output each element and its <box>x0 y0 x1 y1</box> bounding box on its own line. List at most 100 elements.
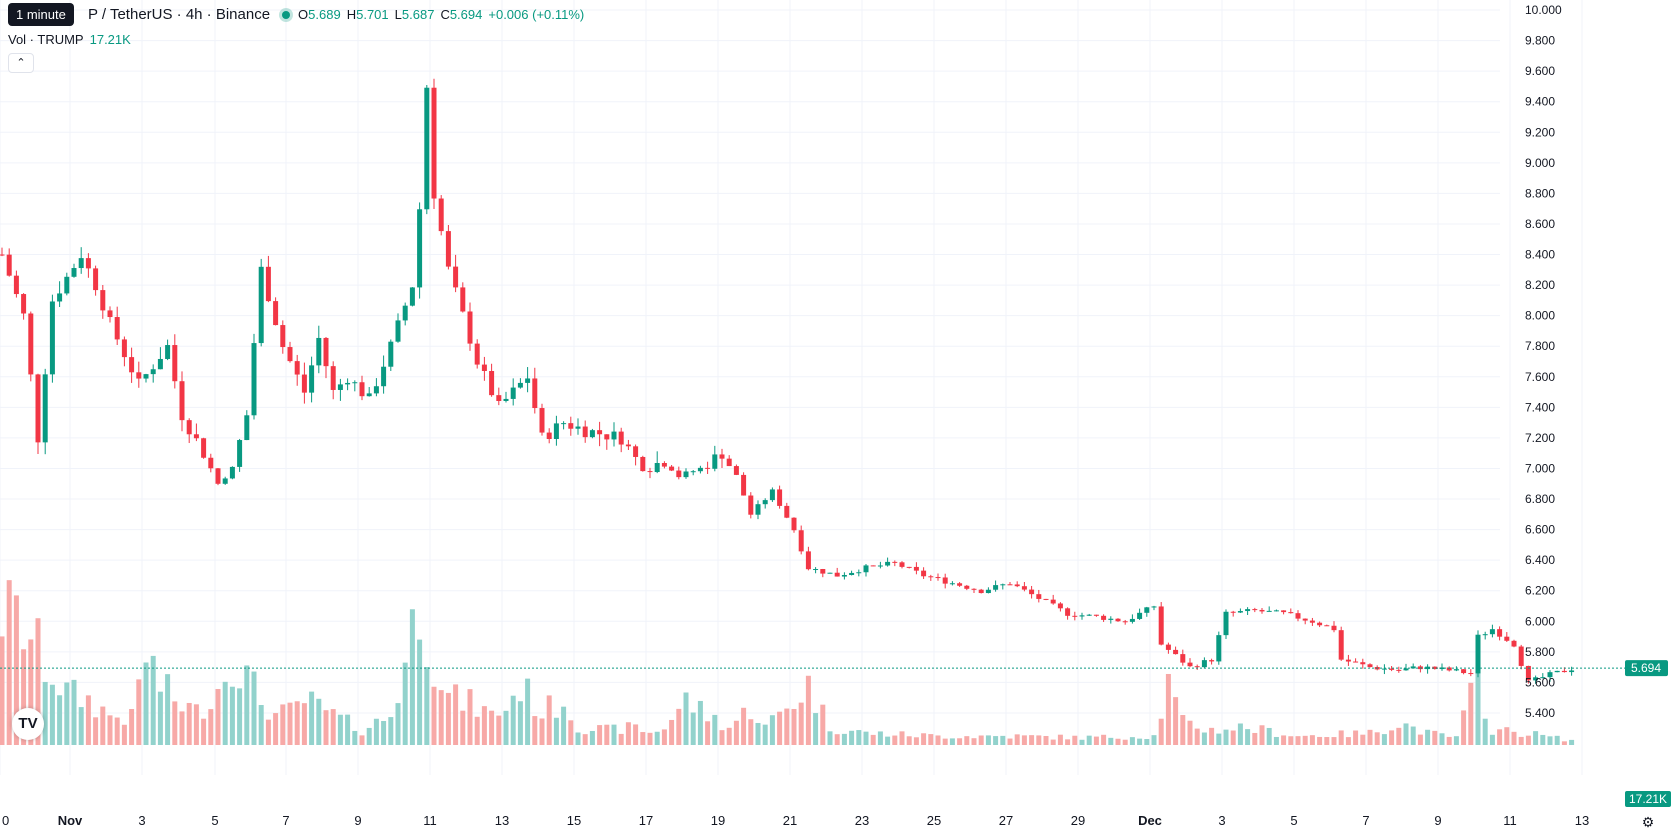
candle-body <box>1497 629 1503 637</box>
candlestick-series <box>0 78 1575 684</box>
price-tick-label: 5.600 <box>1525 675 1555 689</box>
volume-bar <box>316 698 322 745</box>
volume-bar <box>892 735 898 745</box>
last-price-text: 5.694 <box>1631 661 1661 675</box>
candle-body <box>0 254 5 256</box>
volume-bar <box>208 709 214 745</box>
volume-bar <box>1533 731 1539 745</box>
volume-bar <box>604 724 610 745</box>
candle-body <box>604 434 610 440</box>
candle-body <box>467 311 473 344</box>
volume-bar <box>395 703 401 745</box>
gear-icon[interactable]: ⚙ <box>1641 814 1655 830</box>
candle-body <box>481 364 487 372</box>
time-tick-label: 3 <box>1218 813 1225 828</box>
time-tick-label: 17 <box>639 813 653 828</box>
volume-bar <box>769 715 775 745</box>
volume-bar <box>1374 732 1380 745</box>
candle-body <box>539 408 545 433</box>
chevron-up-icon: ⌃ <box>16 57 26 69</box>
candle-body <box>229 466 235 479</box>
volume-bar <box>1432 730 1438 745</box>
volume-bar <box>21 649 27 745</box>
market-status-icon[interactable] <box>282 10 291 19</box>
volume-bar <box>575 732 581 745</box>
volume-bar <box>928 734 934 745</box>
volume-label: Vol · TRUMP <box>8 32 84 47</box>
candle-body <box>1014 584 1020 587</box>
candle-body <box>381 366 387 387</box>
time-tick-label: 11 <box>423 813 437 828</box>
volume-bar <box>1137 738 1143 745</box>
volume-bar <box>1353 730 1359 745</box>
candle-body <box>93 268 99 291</box>
volume-bar <box>1475 664 1481 745</box>
candle-body <box>676 470 682 478</box>
symbol-title[interactable]: P / TetherUS · 4h · Binance <box>88 6 271 23</box>
candle-body <box>294 361 300 375</box>
volume-bar <box>215 688 221 745</box>
volume-bar <box>1489 734 1495 745</box>
candle-body <box>755 504 761 515</box>
candle-body <box>1453 669 1459 671</box>
candle-body <box>1396 669 1402 671</box>
time-tick-label: 21 <box>783 813 797 828</box>
candle-body <box>1043 598 1049 600</box>
candle-body <box>633 446 639 457</box>
collapse-legend-button[interactable]: ⌃ <box>8 53 34 73</box>
volume-bar <box>1115 738 1121 745</box>
volume-bar <box>1403 723 1409 745</box>
volume-bar <box>1345 737 1351 745</box>
volume-bar <box>107 715 113 745</box>
candle-body <box>1273 610 1279 612</box>
price-tick-label: 6.000 <box>1525 614 1555 628</box>
volume-bar <box>510 695 516 745</box>
candle-body <box>1425 666 1431 670</box>
candle-body <box>424 87 430 210</box>
price-tick-label: 7.000 <box>1525 461 1555 475</box>
price-tick-label: 10.000 <box>1525 3 1562 17</box>
price-tick-label: 8.800 <box>1525 186 1555 200</box>
volume-bar <box>1245 729 1251 745</box>
volume-bar <box>834 734 840 745</box>
volume-bar <box>870 734 876 745</box>
candle-body <box>611 431 617 440</box>
time-axis: 0 Nov 3 5 7 9 11 13 15 17 19 21 23 25 27 29 Dec 3 5 7 9 11 13 <box>2 813 1589 828</box>
volume-value: 17.21K <box>89 32 131 47</box>
volume-bar <box>280 704 286 745</box>
tradingview-logo[interactable]: TV <box>12 708 44 740</box>
volume-bar <box>1468 682 1474 745</box>
candle-body <box>71 268 77 277</box>
price-tick-label: 9.600 <box>1525 64 1555 78</box>
price-tick-label: 9.400 <box>1525 95 1555 109</box>
candle-body <box>1115 618 1121 622</box>
volume-bar <box>1000 735 1006 745</box>
symbol-legend: P / TetherUS · 4h · Binance O5.689 H5.70… <box>0 6 584 23</box>
candle-body <box>301 374 307 393</box>
candle-body <box>1360 662 1366 665</box>
price-tick-label: 6.800 <box>1525 492 1555 506</box>
candle-body <box>553 423 559 439</box>
volume-legend[interactable]: Vol · TRUMP 17.21K <box>8 32 131 47</box>
candle-body <box>193 434 199 439</box>
candle-body <box>863 565 869 573</box>
volume-bar <box>1317 736 1323 745</box>
candle-body <box>993 585 999 590</box>
candle-body <box>935 577 941 579</box>
candle-body <box>280 325 286 348</box>
volume-bar <box>359 735 365 745</box>
volume-bar <box>1281 735 1287 745</box>
candle-body <box>1216 635 1222 662</box>
candle-body <box>265 266 271 302</box>
candle-body <box>1021 586 1027 590</box>
candle-body <box>1245 609 1251 612</box>
volume-bar <box>553 717 559 745</box>
volume-bar <box>431 686 437 745</box>
volume-bar <box>611 724 617 745</box>
candle-body <box>244 415 250 441</box>
volume-bar <box>323 710 329 745</box>
candle-body <box>978 589 984 594</box>
candle-body <box>784 505 790 518</box>
volume-bar <box>42 681 48 745</box>
